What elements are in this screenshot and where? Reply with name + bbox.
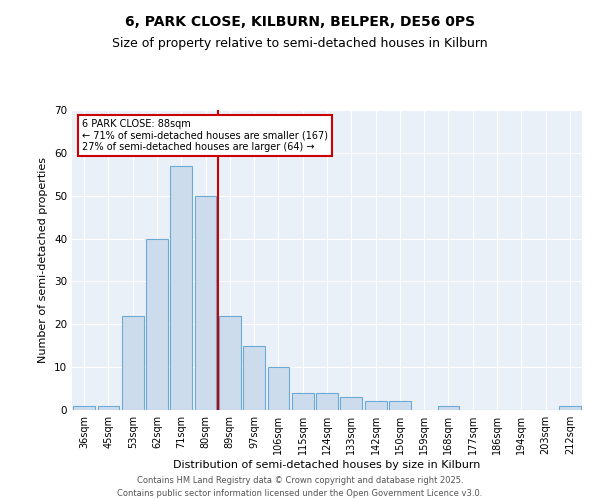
Text: 6 PARK CLOSE: 88sqm
← 71% of semi-detached houses are smaller (167)
27% of semi-: 6 PARK CLOSE: 88sqm ← 71% of semi-detach…	[82, 119, 328, 152]
Bar	[243, 346, 265, 410]
Text: 6, PARK CLOSE, KILBURN, BELPER, DE56 0PS: 6, PARK CLOSE, KILBURN, BELPER, DE56 0PS	[125, 15, 475, 29]
Y-axis label: Number of semi-detached properties: Number of semi-detached properties	[38, 157, 49, 363]
Bar	[316, 393, 338, 410]
Bar	[559, 406, 581, 410]
Bar	[219, 316, 241, 410]
Bar	[292, 393, 314, 410]
Bar	[170, 166, 192, 410]
Bar	[437, 406, 460, 410]
Bar	[194, 196, 217, 410]
Bar	[340, 397, 362, 410]
Bar	[122, 316, 143, 410]
Text: Size of property relative to semi-detached houses in Kilburn: Size of property relative to semi-detach…	[112, 38, 488, 51]
Bar	[389, 402, 411, 410]
Bar	[97, 406, 119, 410]
Bar	[73, 406, 95, 410]
Bar	[146, 238, 168, 410]
X-axis label: Distribution of semi-detached houses by size in Kilburn: Distribution of semi-detached houses by …	[173, 460, 481, 470]
Bar	[365, 402, 386, 410]
Text: Contains HM Land Registry data © Crown copyright and database right 2025.
Contai: Contains HM Land Registry data © Crown c…	[118, 476, 482, 498]
Bar	[268, 367, 289, 410]
